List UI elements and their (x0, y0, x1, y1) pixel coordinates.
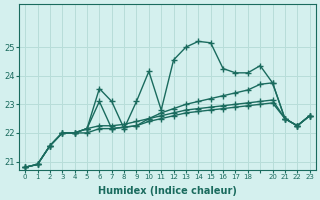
X-axis label: Humidex (Indice chaleur): Humidex (Indice chaleur) (98, 186, 237, 196)
